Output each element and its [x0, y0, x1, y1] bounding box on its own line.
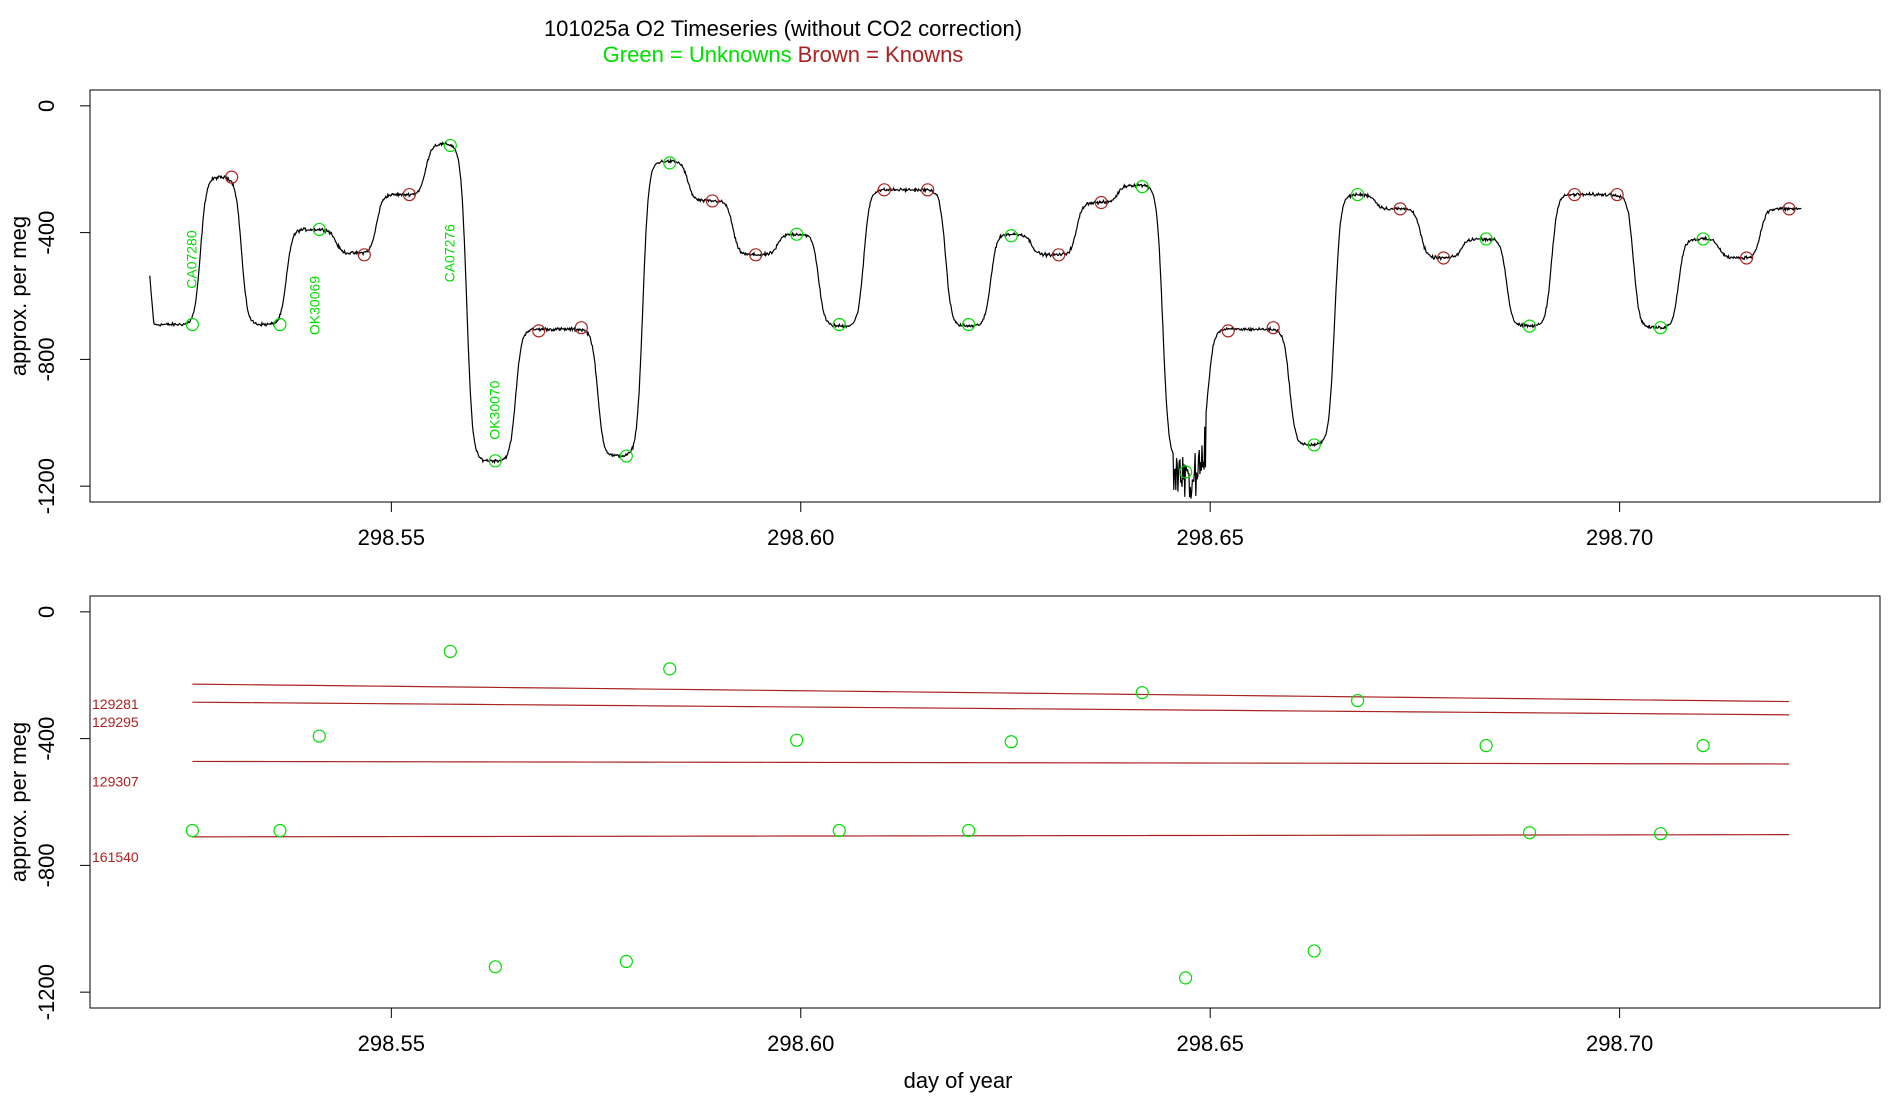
- top-knowns-point: [1393, 202, 1407, 216]
- chart-title: 101025a O2 Timeseries (without CO2 corre…: [544, 16, 1022, 41]
- top-knowns-point: [574, 321, 588, 335]
- bottom-unknowns-point: [1004, 735, 1018, 749]
- top-y-tick-label: -400: [34, 211, 59, 255]
- cylinder-annotation-label: CA07276: [441, 224, 457, 283]
- top-y-tick-label: -800: [34, 337, 59, 381]
- bottom-unknowns-point: [962, 823, 976, 838]
- top-unknowns-point: [1179, 465, 1193, 479]
- top-knowns-point: [1094, 195, 1108, 210]
- bottom-unknowns-point: [1307, 944, 1321, 958]
- top-unknowns-point: [832, 317, 846, 332]
- chart-subtitle: Green = Unknowns Brown = Knowns: [603, 42, 964, 67]
- top-unknowns-point: [1479, 232, 1493, 246]
- top-knowns-point: [749, 248, 763, 262]
- known-standard-line: [192, 760, 1790, 765]
- top-y-axis-label: approx. per meg: [6, 216, 31, 376]
- top-knowns-point: [1567, 187, 1582, 202]
- bottom-unknowns-point: [443, 644, 457, 659]
- knowns-label: Brown = Knowns: [798, 42, 964, 67]
- bottom-x-tick-label: 298.65: [1177, 1031, 1244, 1056]
- top-knowns-point: [402, 187, 416, 202]
- top-unknowns-point: [1696, 232, 1710, 246]
- known-standard-label: 129307: [92, 773, 139, 789]
- bottom-y-tick-label: 0: [34, 606, 59, 618]
- top-unknowns-point: [1004, 229, 1018, 243]
- known-standard-line: [192, 834, 1790, 838]
- bottom-unknowns-point: [663, 662, 677, 676]
- o2-trace-line: [149, 140, 1802, 499]
- top-unknowns-point: [312, 222, 326, 237]
- top-unknowns-point: [185, 317, 199, 332]
- top-knowns-point: [1782, 202, 1796, 216]
- bottom-plot-frame: [89, 595, 1881, 1009]
- bottom-y-tick-label: -1200: [34, 964, 59, 1020]
- top-unknowns-point: [1653, 321, 1668, 335]
- bottom-unknowns-point: [1135, 686, 1149, 700]
- top-unknowns-point: [1522, 319, 1537, 333]
- top-knowns-point: [1739, 251, 1754, 265]
- known-standard-label: 129281: [92, 696, 139, 712]
- top-x-tick-label: 298.60: [767, 525, 834, 550]
- top-x-tick-label: 298.55: [358, 525, 425, 550]
- top-knowns-point: [705, 194, 719, 208]
- known-standard-line: [192, 701, 1790, 716]
- bottom-unknowns-point: [1179, 971, 1193, 985]
- bottom-unknowns-point: [273, 823, 287, 838]
- cylinder-annotation-label: CA07280: [183, 230, 199, 289]
- top-unknowns-point: [1307, 438, 1321, 452]
- top-unknowns-point: [273, 317, 287, 332]
- top-x-tick-label: 298.70: [1586, 525, 1653, 550]
- bottom-panel: 298.55 298.60 298.65 298.70 0 -400 -800 -1200 ap…: [6, 595, 1881, 1093]
- bottom-unknowns-point: [185, 823, 199, 838]
- known-standard-label: 161540: [92, 849, 139, 865]
- top-x-tick-label: 298.65: [1177, 525, 1244, 550]
- bottom-x-tick-label: 298.70: [1586, 1031, 1653, 1056]
- bottom-unknowns-point: [832, 823, 846, 838]
- bottom-unknowns-point: [1696, 738, 1710, 753]
- bottom-unknowns-point: [312, 729, 326, 743]
- top-knowns-point: [1436, 251, 1451, 265]
- top-knowns-point: [225, 170, 239, 184]
- cylinder-annotation-label: OK30069: [306, 276, 322, 335]
- top-unknowns-point: [790, 227, 804, 241]
- top-knowns-point: [921, 183, 935, 197]
- bottom-y-tick-label: -800: [34, 843, 59, 887]
- bottom-unknowns-point: [1350, 693, 1365, 708]
- known-standard-line: [192, 683, 1790, 703]
- top-knowns-point: [1221, 324, 1235, 338]
- top-unknowns-point: [1350, 187, 1365, 202]
- top-knowns-point: [1052, 248, 1066, 262]
- top-knowns-point: [877, 183, 891, 197]
- bottom-unknowns-point: [1653, 827, 1668, 841]
- top-unknowns-point: [962, 317, 976, 332]
- top-knowns-point: [357, 248, 371, 262]
- bottom-unknowns-point: [488, 960, 502, 974]
- known-standard-label: 129295: [92, 714, 139, 730]
- bottom-y-axis-label: approx. per meg: [6, 722, 31, 882]
- bottom-unknowns-point: [1522, 826, 1537, 840]
- top-plot-frame: [89, 89, 1881, 503]
- top-y-tick-label: 0: [34, 100, 59, 112]
- bottom-unknowns-point: [619, 954, 633, 969]
- top-knowns-point: [1266, 321, 1280, 335]
- top-unknowns-point: [663, 156, 677, 170]
- top-knowns-point: [1610, 187, 1624, 202]
- unknowns-label: Green = Unknowns: [603, 42, 792, 67]
- top-unknowns-point: [488, 454, 502, 468]
- bottom-x-tick-label: 298.55: [358, 1031, 425, 1056]
- top-unknowns-point: [1135, 180, 1149, 194]
- top-knowns-point: [532, 324, 546, 338]
- top-unknowns-point: [619, 449, 633, 463]
- bottom-x-tick-label: 298.60: [767, 1031, 834, 1056]
- top-y-tick-label: -1200: [34, 458, 59, 514]
- bottom-unknowns-point: [1479, 738, 1493, 753]
- top-unknowns-point: [443, 138, 457, 153]
- bottom-x-axis-label: day of year: [904, 1068, 1013, 1093]
- cylinder-annotation-label: OK30070: [486, 380, 502, 439]
- top-panel: 298.55 298.60 298.65 298.70 0 -400 -800 -1200 ap…: [6, 89, 1881, 550]
- bottom-unknowns-point: [790, 733, 804, 747]
- bottom-y-tick-label: -400: [34, 717, 59, 761]
